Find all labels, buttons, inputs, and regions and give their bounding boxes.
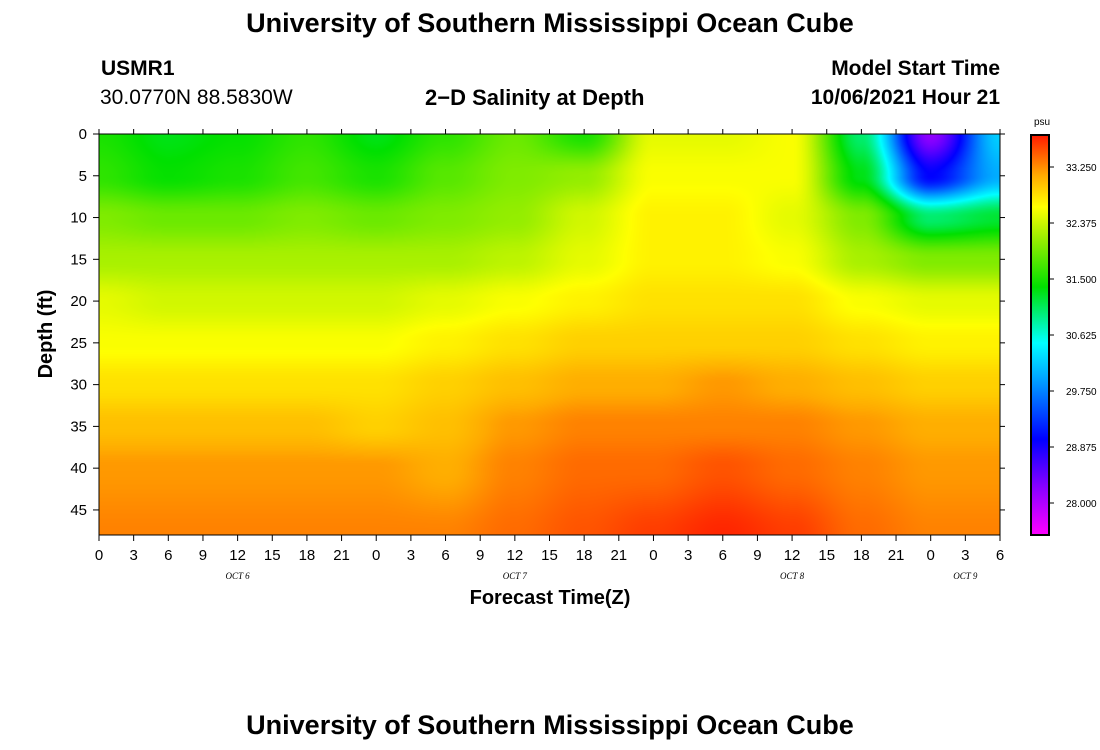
x-tick-label: 9	[199, 547, 207, 564]
x-tick-label: 12	[507, 547, 524, 564]
colorbar-tick-label: 33.250	[1066, 163, 1097, 174]
x-tick-label: 18	[853, 547, 870, 564]
x-tick-label: 6	[719, 547, 727, 564]
salinity-heatmap	[99, 134, 1000, 535]
colorbar-tick-label: 31.500	[1066, 275, 1097, 286]
x-tick-label: 6	[164, 547, 172, 564]
x-tick-label: 15	[264, 547, 281, 564]
y-tick-label: 5	[79, 168, 87, 185]
x-tick-label: 6	[441, 547, 449, 564]
y-tick-label: 0	[79, 126, 87, 143]
y-tick-label: 30	[70, 377, 87, 394]
day-label: OCT 8	[780, 571, 805, 581]
y-tick-label: 20	[70, 293, 87, 310]
colorbar-tick-label: 32.375	[1066, 219, 1097, 230]
x-tick-label: 0	[927, 547, 935, 564]
x-tick-label: 0	[649, 547, 657, 564]
colorbar-tick-label: 28.000	[1066, 499, 1097, 510]
model-start-label: Model Start Time	[831, 57, 1000, 80]
x-tick-label: 18	[576, 547, 593, 564]
day-label: OCT 9	[953, 571, 978, 581]
station-coords: 30.0770N 88.5830W	[100, 86, 293, 109]
y-axis-title: Depth (ft)	[35, 290, 57, 379]
page-title-bottom: University of Southern Mississippi Ocean…	[246, 710, 854, 740]
x-tick-label: 15	[818, 547, 835, 564]
y-tick-label: 15	[70, 251, 87, 268]
x-tick-label: 6	[996, 547, 1004, 564]
colorbar	[1030, 134, 1050, 536]
x-tick-label: 0	[372, 547, 380, 564]
x-axis-title: Forecast Time(Z)	[470, 587, 631, 609]
station-id: USMR1	[101, 57, 175, 80]
y-tick-label: 35	[70, 418, 87, 435]
x-tick-label: 21	[888, 547, 905, 564]
x-tick-label: 21	[610, 547, 627, 564]
x-tick-label: 3	[129, 547, 137, 564]
y-tick-label: 45	[70, 502, 87, 519]
colorbar-tick-label: 30.625	[1066, 331, 1097, 342]
y-tick-label: 25	[70, 335, 87, 352]
x-tick-label: 21	[333, 547, 350, 564]
day-label: OCT 6	[226, 571, 251, 581]
page-title-top: University of Southern Mississippi Ocean…	[246, 8, 854, 38]
model-start-value: 10/06/2021 Hour 21	[810, 86, 1000, 109]
x-tick-label: 3	[684, 547, 692, 564]
day-label: OCT 7	[503, 571, 528, 581]
colorbar-tick-label: 29.750	[1066, 387, 1097, 398]
colorbar-unit: psu	[1034, 117, 1050, 128]
chart-title: 2−D Salinity at Depth	[425, 85, 645, 110]
colorbar-tick-label: 28.875	[1066, 443, 1097, 454]
x-tick-label: 3	[961, 547, 969, 564]
x-tick-label: 9	[476, 547, 484, 564]
x-tick-label: 0	[95, 547, 103, 564]
y-tick-label: 40	[70, 460, 87, 477]
x-tick-label: 3	[407, 547, 415, 564]
y-tick-label: 10	[70, 210, 87, 227]
x-tick-label: 9	[753, 547, 761, 564]
x-tick-label: 15	[541, 547, 558, 564]
x-tick-label: 12	[784, 547, 801, 564]
x-tick-label: 12	[229, 547, 246, 564]
x-tick-label: 18	[299, 547, 316, 564]
